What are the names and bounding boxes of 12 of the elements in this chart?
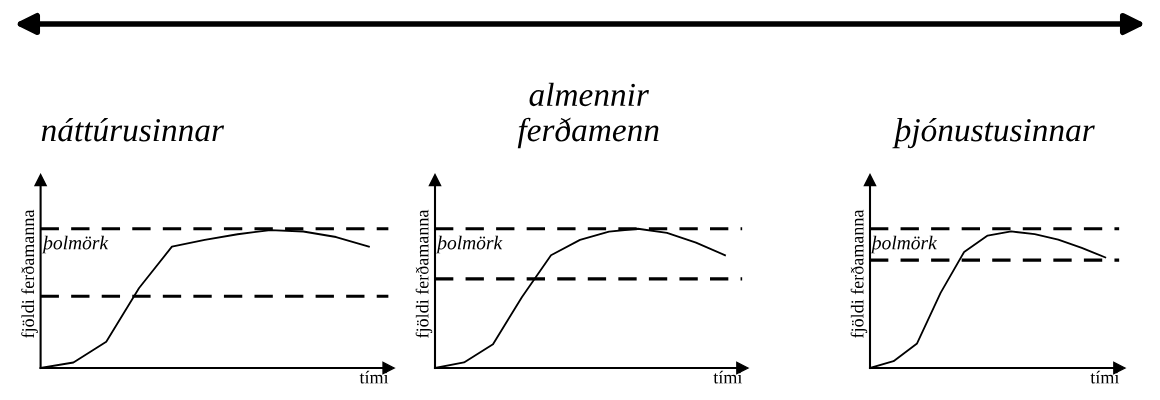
y-axis-title: fjöldi ferðamanna — [850, 209, 868, 338]
ref-line-label: þolmörk — [435, 235, 503, 254]
y-axis-title: fjöldi ferðamanna — [21, 209, 38, 338]
x-axis-title: tími — [1090, 370, 1120, 384]
y-axis-title: fjöldi ferðamanna — [415, 209, 433, 338]
chart-title: náttúrusinnar — [41, 117, 225, 142]
x-axis-title: tími — [713, 370, 743, 384]
chart-title: þjónustusinnar — [892, 117, 1095, 149]
ref-line-label: þolmörk — [41, 235, 109, 254]
x-axis-title: tími — [359, 370, 389, 384]
ref-line-label: þolmörk — [870, 235, 937, 254]
chart-title: almennir ferðamenn — [517, 82, 659, 149]
